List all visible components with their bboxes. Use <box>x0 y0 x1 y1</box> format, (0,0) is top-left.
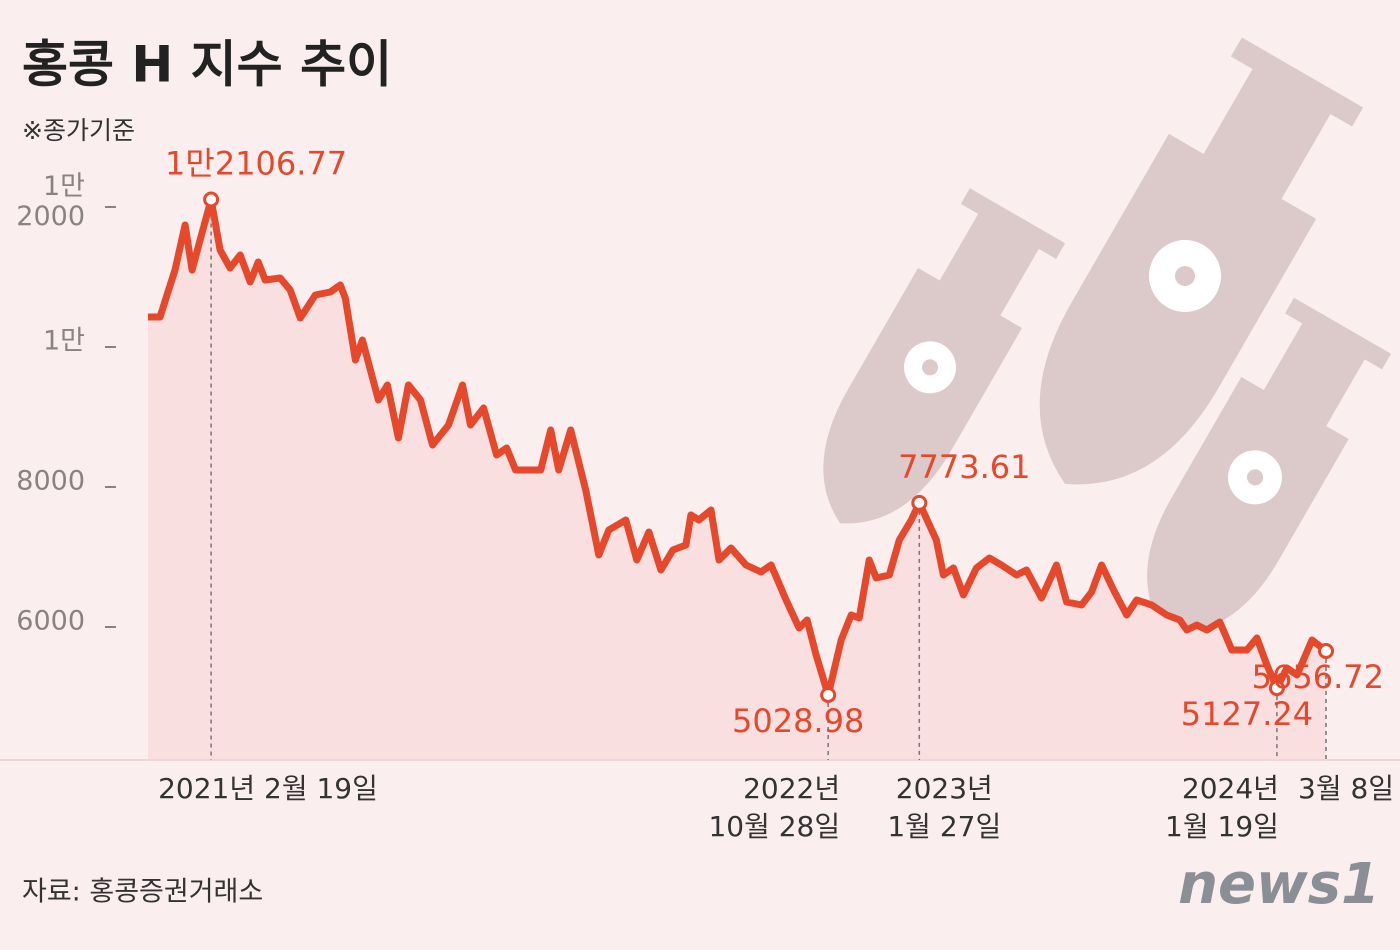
point-marker <box>911 494 928 511</box>
data-label: 1만2106.77 <box>165 145 347 183</box>
y-tick-label: 6000 <box>16 606 85 637</box>
point-marker <box>820 686 837 703</box>
data-label: 5656.72 <box>1252 658 1384 696</box>
data-label: 7773.61 <box>898 448 1030 486</box>
data-label: 5028.98 <box>732 702 864 740</box>
point-marker <box>203 191 220 208</box>
y-tick-label: 1만 2000 <box>16 171 85 232</box>
bomb-decoration <box>823 37 1391 634</box>
y-tick-label: 8000 <box>16 466 85 497</box>
line <box>148 196 1329 699</box>
area <box>148 199 1326 760</box>
data-label: 5127.24 <box>1181 695 1313 733</box>
x-tick-label: 2021년 2월 19일 <box>158 772 378 805</box>
chart-title: 홍콩 H 지수 추이 <box>22 36 392 94</box>
x-tick-label: 2024년 1월 19일 <box>1165 772 1279 843</box>
brand-logo: news1 <box>1178 852 1380 917</box>
chart-subtitle: ※종가기준 <box>22 116 135 145</box>
source: 자료: 홍콩증권거래소 <box>22 877 263 908</box>
y-tick-label: 1만 <box>43 326 85 357</box>
x-tick-label: 3월 8일 <box>1298 772 1394 805</box>
x-tick-label: 2023년 1월 27일 <box>887 772 1001 843</box>
point-marker <box>1268 680 1285 697</box>
point-marker <box>1318 643 1334 660</box>
x-tick-label: 2022년 10월 28일 <box>708 772 840 843</box>
